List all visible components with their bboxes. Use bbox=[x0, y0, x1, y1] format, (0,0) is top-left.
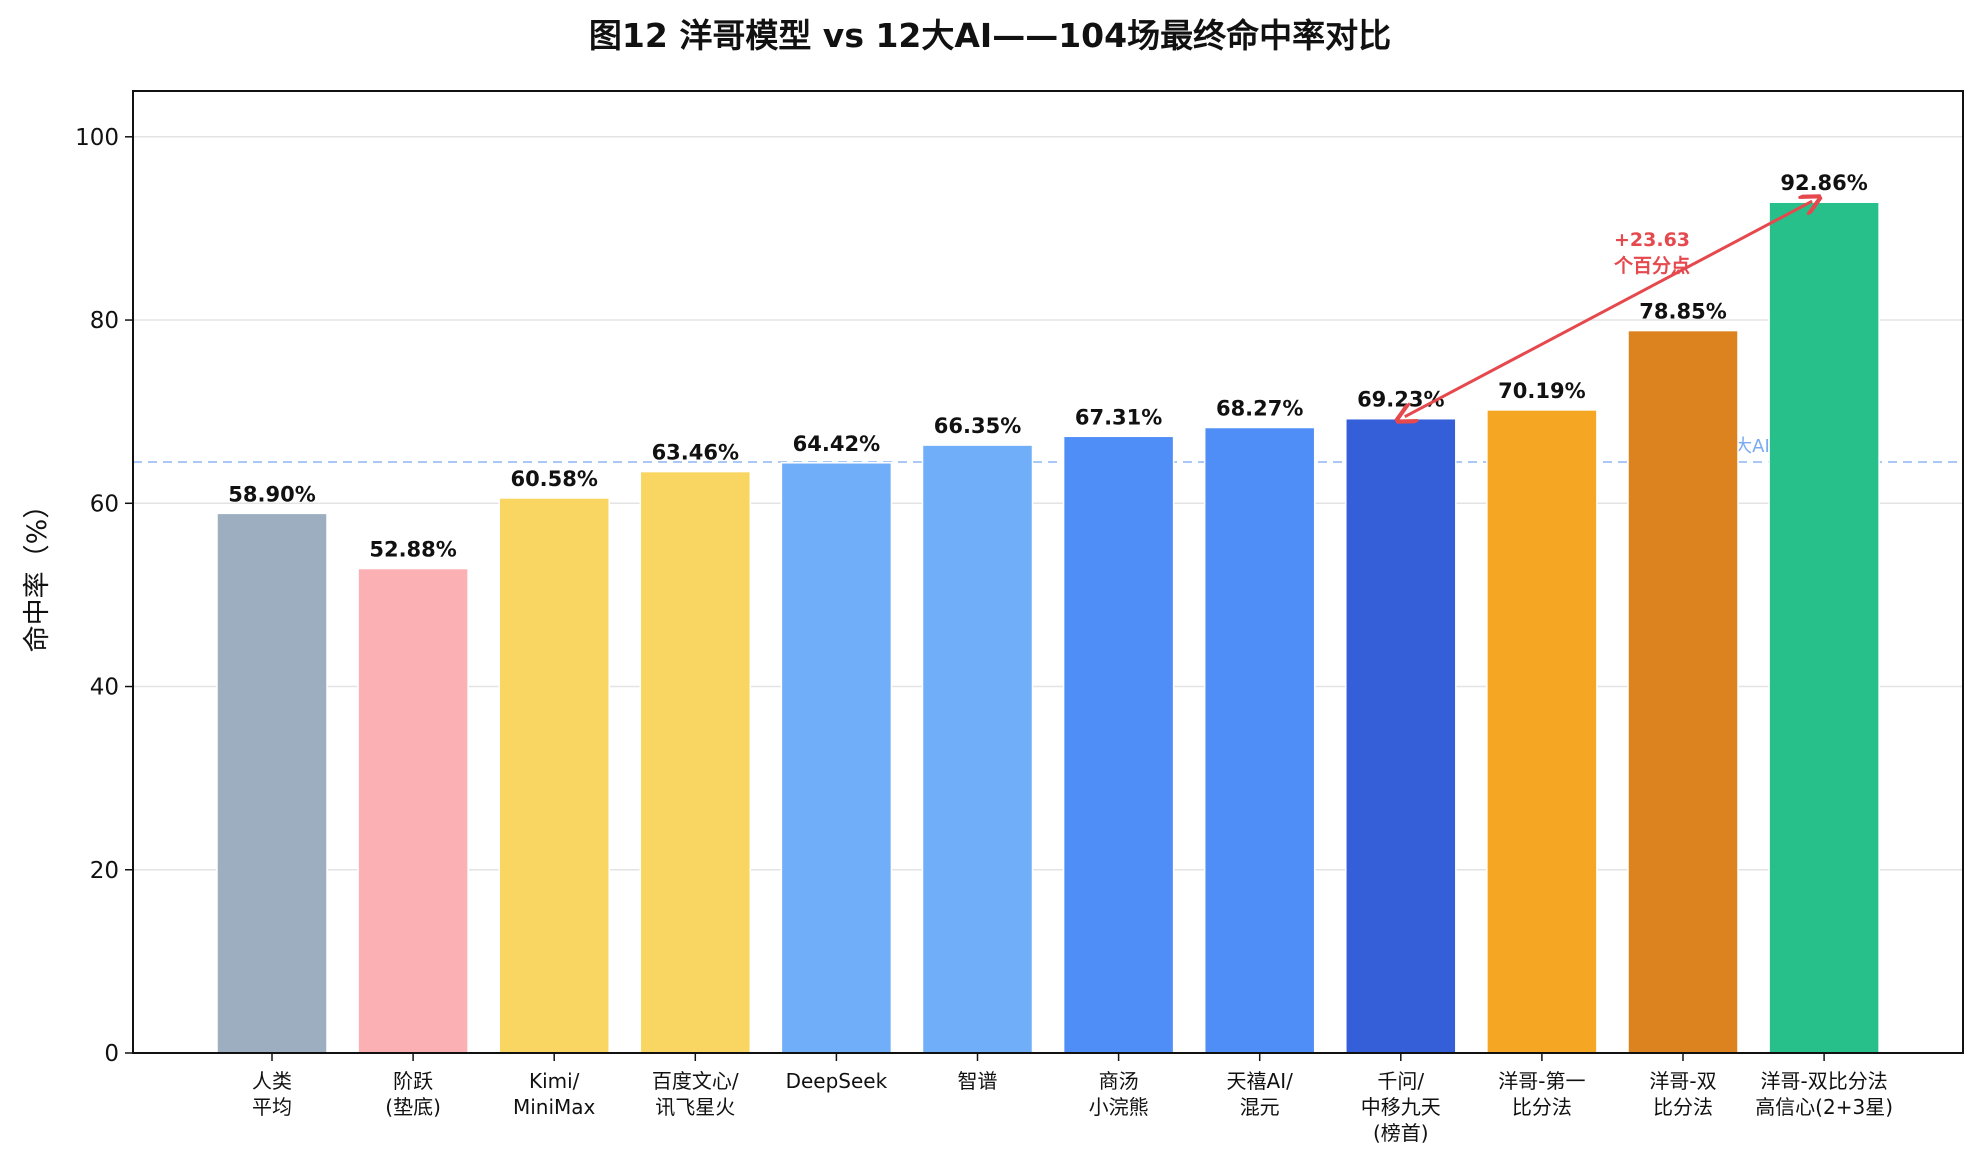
y-tick-label: 0 bbox=[104, 1041, 119, 1067]
difference-annotation-line: 个百分点 bbox=[1613, 255, 1690, 277]
x-tick-label-line: Kimi/ bbox=[529, 1069, 580, 1093]
bar-value-label: 58.90% bbox=[228, 482, 315, 506]
bar bbox=[1345, 417, 1457, 1054]
y-axis-label: 命中率（%） bbox=[22, 492, 53, 653]
x-tick-label-line: 天禧AI/ bbox=[1227, 1069, 1294, 1093]
difference-annotation: +23.63 个百分点 bbox=[1613, 229, 1690, 277]
x-tick-label-line: 洋哥-双比分法 bbox=[1760, 1069, 1887, 1093]
y-tick-label: 20 bbox=[90, 858, 119, 884]
bar bbox=[780, 462, 893, 1054]
bar-value-label: 68.27% bbox=[1216, 397, 1303, 421]
chart-title: 图12 洋哥模型 vs 12大AI——104场最终命中率对比 bbox=[589, 16, 1391, 55]
x-tick-label-line: 中移九天 bbox=[1361, 1095, 1441, 1119]
bar-value-label: 64.42% bbox=[793, 432, 880, 456]
x-tick-label: DeepSeek bbox=[786, 1069, 888, 1093]
x-tick-label-line: 人类 bbox=[252, 1069, 292, 1093]
x-tick-label: 人类平均 bbox=[252, 1069, 292, 1119]
y-tick-label: 60 bbox=[90, 491, 119, 517]
plot-frame bbox=[132, 90, 1964, 1054]
x-tick-label-line: MiniMax bbox=[513, 1095, 596, 1119]
bar bbox=[1486, 409, 1598, 1054]
bar bbox=[639, 470, 752, 1054]
bar-value-label: 78.85% bbox=[1639, 300, 1726, 324]
x-tick-label-line: 商汤 bbox=[1099, 1069, 1139, 1093]
x-tick-label: 千问/中移九天(榜首) bbox=[1361, 1069, 1441, 1145]
bar bbox=[1203, 426, 1316, 1054]
x-axis-ticks: 人类平均 阶跃(垫底) Kimi/MiniMax 百度文心/讯飞星火 DeepSeek 智… bbox=[252, 1053, 1893, 1145]
difference-arrow bbox=[1405, 201, 1812, 416]
y-tick-label: 80 bbox=[90, 308, 119, 334]
x-tick-label-line: DeepSeek bbox=[786, 1069, 888, 1093]
bar-value-label: 66.35% bbox=[934, 414, 1021, 438]
x-tick-label-line: 洋哥-第一 bbox=[1498, 1069, 1585, 1093]
bar-value-label: 67.31% bbox=[1075, 405, 1162, 429]
bar bbox=[921, 444, 1034, 1054]
x-tick-label: Kimi/MiniMax bbox=[513, 1069, 596, 1119]
x-tick-label-line: 混元 bbox=[1240, 1095, 1280, 1119]
y-tick-label: 40 bbox=[90, 675, 119, 701]
bar bbox=[1062, 435, 1175, 1054]
x-tick-label: 洋哥-双比分法高信心(2+3星) bbox=[1755, 1069, 1893, 1119]
x-tick-label-line: 比分法 bbox=[1512, 1095, 1572, 1119]
x-tick-label-line: 阶跃 bbox=[393, 1069, 433, 1093]
bar bbox=[1627, 329, 1739, 1054]
x-tick-label-line: 百度文心/ bbox=[652, 1069, 739, 1093]
bar bbox=[1768, 201, 1880, 1054]
x-tick-label: 百度文心/讯飞星火 bbox=[652, 1069, 739, 1119]
x-tick-label-line: 洋哥-双 bbox=[1649, 1069, 1716, 1093]
x-tick-label-line: 讯飞星火 bbox=[655, 1095, 735, 1119]
x-tick-label-line: 小浣熊 bbox=[1089, 1095, 1149, 1119]
x-tick-label-line: 高信心(2+3星) bbox=[1755, 1095, 1893, 1119]
x-tick-label-line: (榜首) bbox=[1373, 1121, 1429, 1145]
y-axis-ticks: 0 20 40 60 80 100 bbox=[75, 125, 133, 1067]
x-tick-label: 洋哥-双比分法 bbox=[1649, 1069, 1716, 1119]
bar bbox=[216, 512, 328, 1054]
bar-value-label: 70.19% bbox=[1498, 379, 1585, 403]
x-tick-label-line: (垫底) bbox=[385, 1095, 441, 1119]
x-tick-label-line: 智谱 bbox=[958, 1069, 998, 1093]
x-tick-label-line: 千问/ bbox=[1377, 1069, 1424, 1093]
y-tick-label: 100 bbox=[75, 125, 119, 151]
x-tick-label: 天禧AI/混元 bbox=[1227, 1069, 1294, 1119]
difference-annotation-line: +23.63 bbox=[1614, 229, 1690, 251]
bar-value-label: 60.58% bbox=[510, 467, 597, 491]
bar-value-label: 52.88% bbox=[369, 538, 456, 562]
x-tick-label: 商汤小浣熊 bbox=[1089, 1069, 1149, 1119]
x-tick-label-line: 比分法 bbox=[1653, 1095, 1713, 1119]
bar-value-label: 69.23% bbox=[1357, 388, 1444, 412]
x-tick-label: 洋哥-第一比分法 bbox=[1498, 1069, 1585, 1119]
x-tick-label: 智谱 bbox=[958, 1069, 998, 1093]
bar-value-label: 92.86% bbox=[1780, 171, 1867, 195]
bar-value-label: 63.46% bbox=[652, 441, 739, 465]
bar-layer bbox=[216, 201, 1880, 1054]
bar bbox=[498, 497, 610, 1054]
bar bbox=[357, 567, 469, 1054]
x-tick-label: 阶跃(垫底) bbox=[385, 1069, 441, 1119]
x-tick-label-line: 平均 bbox=[252, 1095, 292, 1119]
annotation-layer: +23.63 个百分点 bbox=[1405, 201, 1812, 416]
